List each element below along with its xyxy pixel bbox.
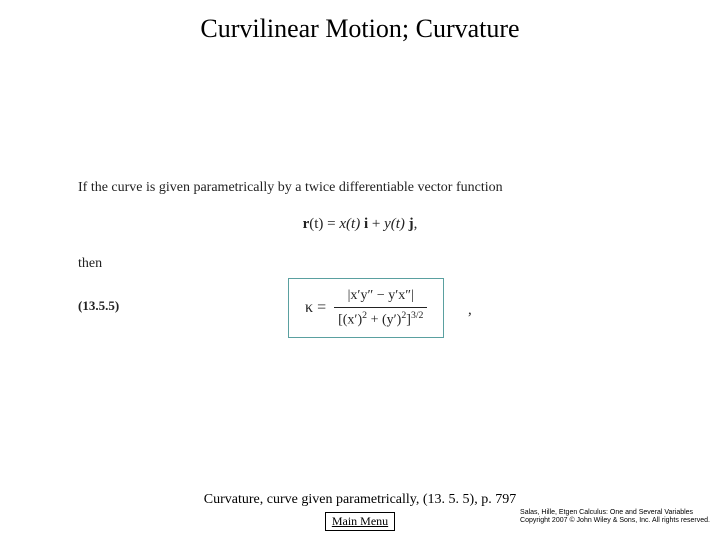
fraction-numerator: |x′y″ − y′x″|	[344, 287, 418, 307]
copyright-line-2: Copyright 2007 © John Wiley & Sons, Inc.…	[520, 517, 710, 526]
copyright-line-1: Salas, Hille, Etgen Calculus: One and Se…	[520, 509, 710, 518]
equation-r-of-t: r(t) = x(t) i + y(t) j,	[0, 216, 720, 233]
intro-text: If the curve is given parametrically by …	[78, 180, 503, 196]
eq1-lhs-tail: (t) =	[309, 216, 339, 232]
den-open: [(x′)	[338, 312, 362, 327]
eq1-plus: +	[372, 216, 384, 232]
main-menu-button[interactable]: Main Menu	[325, 512, 395, 531]
kappa-equals: κ =	[305, 299, 326, 317]
fraction-denominator: [(x′)2 + (y′)2]3/2	[334, 307, 427, 329]
page-title: Curvilinear Motion; Curvature	[0, 14, 720, 44]
unit-vector-i: i	[360, 216, 372, 232]
den-mid: + (y′)	[367, 312, 401, 327]
eq1-x: x(t)	[339, 216, 360, 232]
curvature-formula-box: κ = |x′y″ − y′x″| [(x′)2 + (y′)2]3/2	[288, 278, 444, 338]
equation-number: (13.5.5)	[78, 298, 119, 314]
unit-vector-j: j	[405, 216, 414, 232]
then-text: then	[78, 256, 102, 272]
figure-caption: Curvature, curve given parametrically, (…	[0, 492, 720, 508]
curvature-fraction: |x′y″ − y′x″| [(x′)2 + (y′)2]3/2	[334, 287, 427, 329]
eq1-comma: ,	[414, 216, 418, 232]
copyright-block: Salas, Hille, Etgen Calculus: One and Se…	[520, 509, 710, 527]
den-outer-exp: 3/2	[411, 310, 424, 321]
eq1-y: y(t)	[384, 216, 405, 232]
formula-trailing-comma: ,	[468, 302, 472, 319]
